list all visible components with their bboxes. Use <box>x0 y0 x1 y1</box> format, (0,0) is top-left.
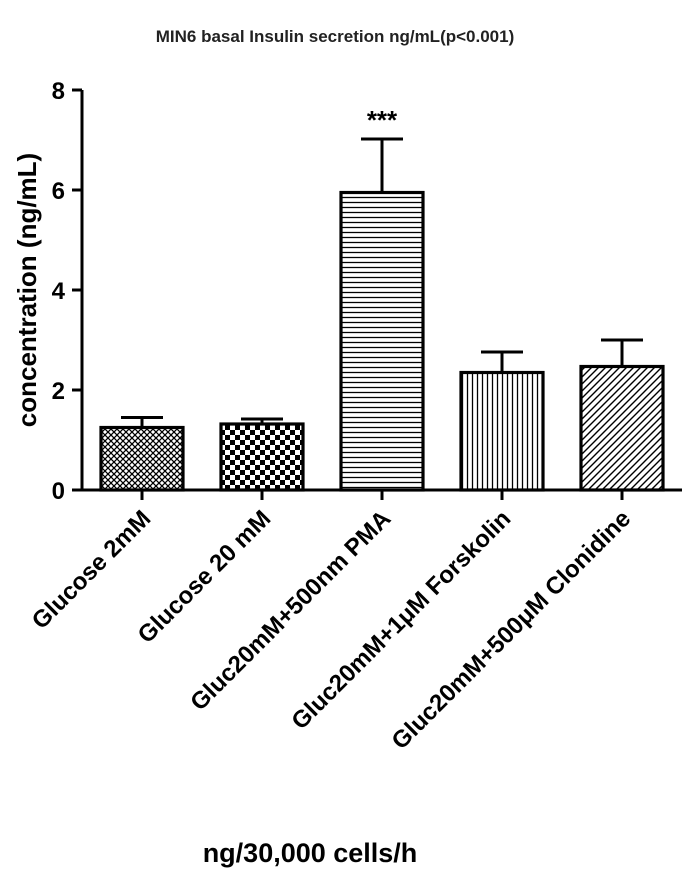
bar <box>339 190 425 492</box>
bar <box>219 422 305 492</box>
x-tick-label: Gluc20mM+500μM Clonidine <box>387 505 637 755</box>
x-axis-label: ng/30,000 cells/h <box>203 838 418 868</box>
bar <box>579 364 665 492</box>
y-axis-label: concentration (ng/mL) <box>12 153 42 427</box>
y-tick-label: 2 <box>52 378 65 405</box>
y-tick-label: 4 <box>52 278 66 305</box>
y-tick-label: 6 <box>52 178 65 205</box>
x-tick-label: Gluc20mM+1μM Forskolin <box>286 505 516 735</box>
bar <box>459 370 545 492</box>
x-tick-label: Glucose 2mM <box>27 505 156 634</box>
significance-annotation: *** <box>367 105 398 135</box>
y-tick-label: 8 <box>52 78 65 105</box>
chart-title: MIN6 basal Insulin secretion ng/mL(p<0.0… <box>156 27 515 46</box>
x-tick-label: Gluc20mM+500nm PMA <box>185 505 396 716</box>
bar <box>99 425 185 492</box>
y-tick-label: 0 <box>52 478 65 505</box>
